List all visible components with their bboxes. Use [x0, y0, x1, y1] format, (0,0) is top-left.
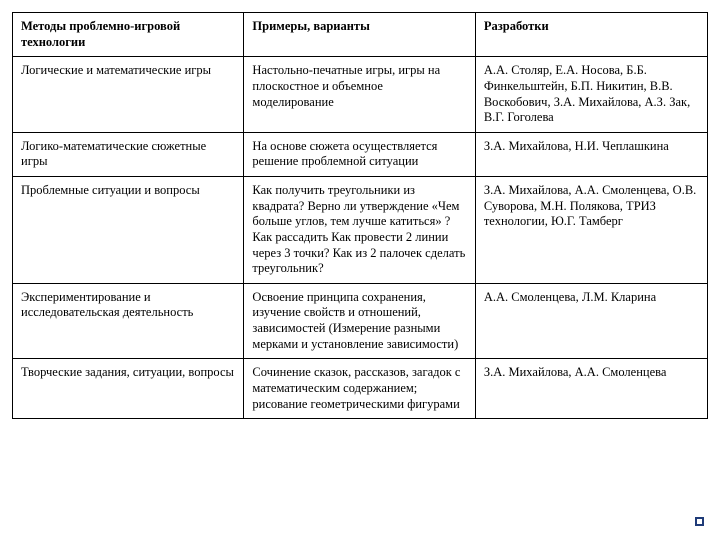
cell-method: Проблемные ситуации и вопросы	[13, 177, 244, 284]
methods-table: Методы проблемно-игровой технологии Прим…	[12, 12, 708, 419]
cell-authors: З.А. Михайлова, Н.И. Чеплашкина	[475, 132, 707, 176]
cell-method: Экспериментирование и исследовательская …	[13, 283, 244, 359]
cell-examples: Настольно-печатные игры, игры на плоскос…	[244, 57, 475, 133]
cell-examples: Как получить треугольники из квадрата? В…	[244, 177, 475, 284]
col-header-method: Методы проблемно-игровой технологии	[13, 13, 244, 57]
table-row: Логические и математические игры Настоль…	[13, 57, 708, 133]
cell-authors: З.А. Михайлова, А.А. Смоленцева, О.В. Су…	[475, 177, 707, 284]
cell-examples: Сочинение сказок, рассказов, загадок с м…	[244, 359, 475, 419]
cell-method: Логические и математические игры	[13, 57, 244, 133]
table-row: Экспериментирование и исследовательская …	[13, 283, 708, 359]
cell-examples: Освоение принципа сохранения, изучение с…	[244, 283, 475, 359]
slide: Методы проблемно-игровой технологии Прим…	[12, 12, 708, 528]
table-header-row: Методы проблемно-игровой технологии Прим…	[13, 13, 708, 57]
corner-marker-icon	[695, 517, 704, 526]
cell-method: Творческие задания, ситуации, вопросы	[13, 359, 244, 419]
col-header-examples: Примеры, варианты	[244, 13, 475, 57]
cell-examples: На основе сюжета осуществляется решение …	[244, 132, 475, 176]
table-row: Логико-математические сюжетные игры На о…	[13, 132, 708, 176]
table-row: Проблемные ситуации и вопросы Как получи…	[13, 177, 708, 284]
table-row: Творческие задания, ситуации, вопросы Со…	[13, 359, 708, 419]
col-header-authors: Разработки	[475, 13, 707, 57]
cell-authors: А.А. Смоленцева, Л.М. Кларина	[475, 283, 707, 359]
cell-authors: З.А. Михайлова, А.А. Смоленцева	[475, 359, 707, 419]
cell-method: Логико-математические сюжетные игры	[13, 132, 244, 176]
cell-authors: А.А. Столяр, Е.А. Носова, Б.Б. Финкельшт…	[475, 57, 707, 133]
